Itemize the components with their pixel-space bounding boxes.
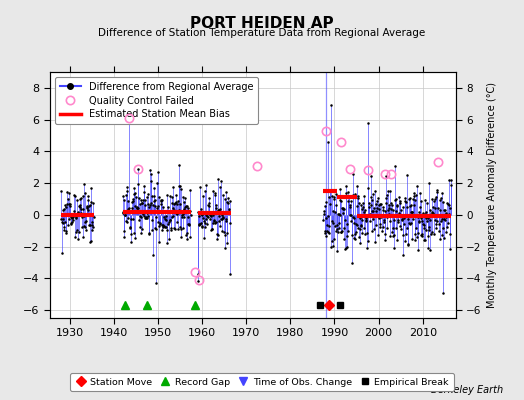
- Text: Difference of Station Temperature Data from Regional Average: Difference of Station Temperature Data f…: [99, 28, 425, 38]
- Legend: Station Move, Record Gap, Time of Obs. Change, Empirical Break: Station Move, Record Gap, Time of Obs. C…: [70, 373, 454, 391]
- Legend: Difference from Regional Average, Quality Control Failed, Estimated Station Mean: Difference from Regional Average, Qualit…: [54, 77, 258, 124]
- Text: Berkeley Earth: Berkeley Earth: [431, 385, 503, 395]
- Y-axis label: Monthly Temperature Anomaly Difference (°C): Monthly Temperature Anomaly Difference (…: [487, 82, 497, 308]
- Text: PORT HEIDEN AP: PORT HEIDEN AP: [190, 16, 334, 31]
